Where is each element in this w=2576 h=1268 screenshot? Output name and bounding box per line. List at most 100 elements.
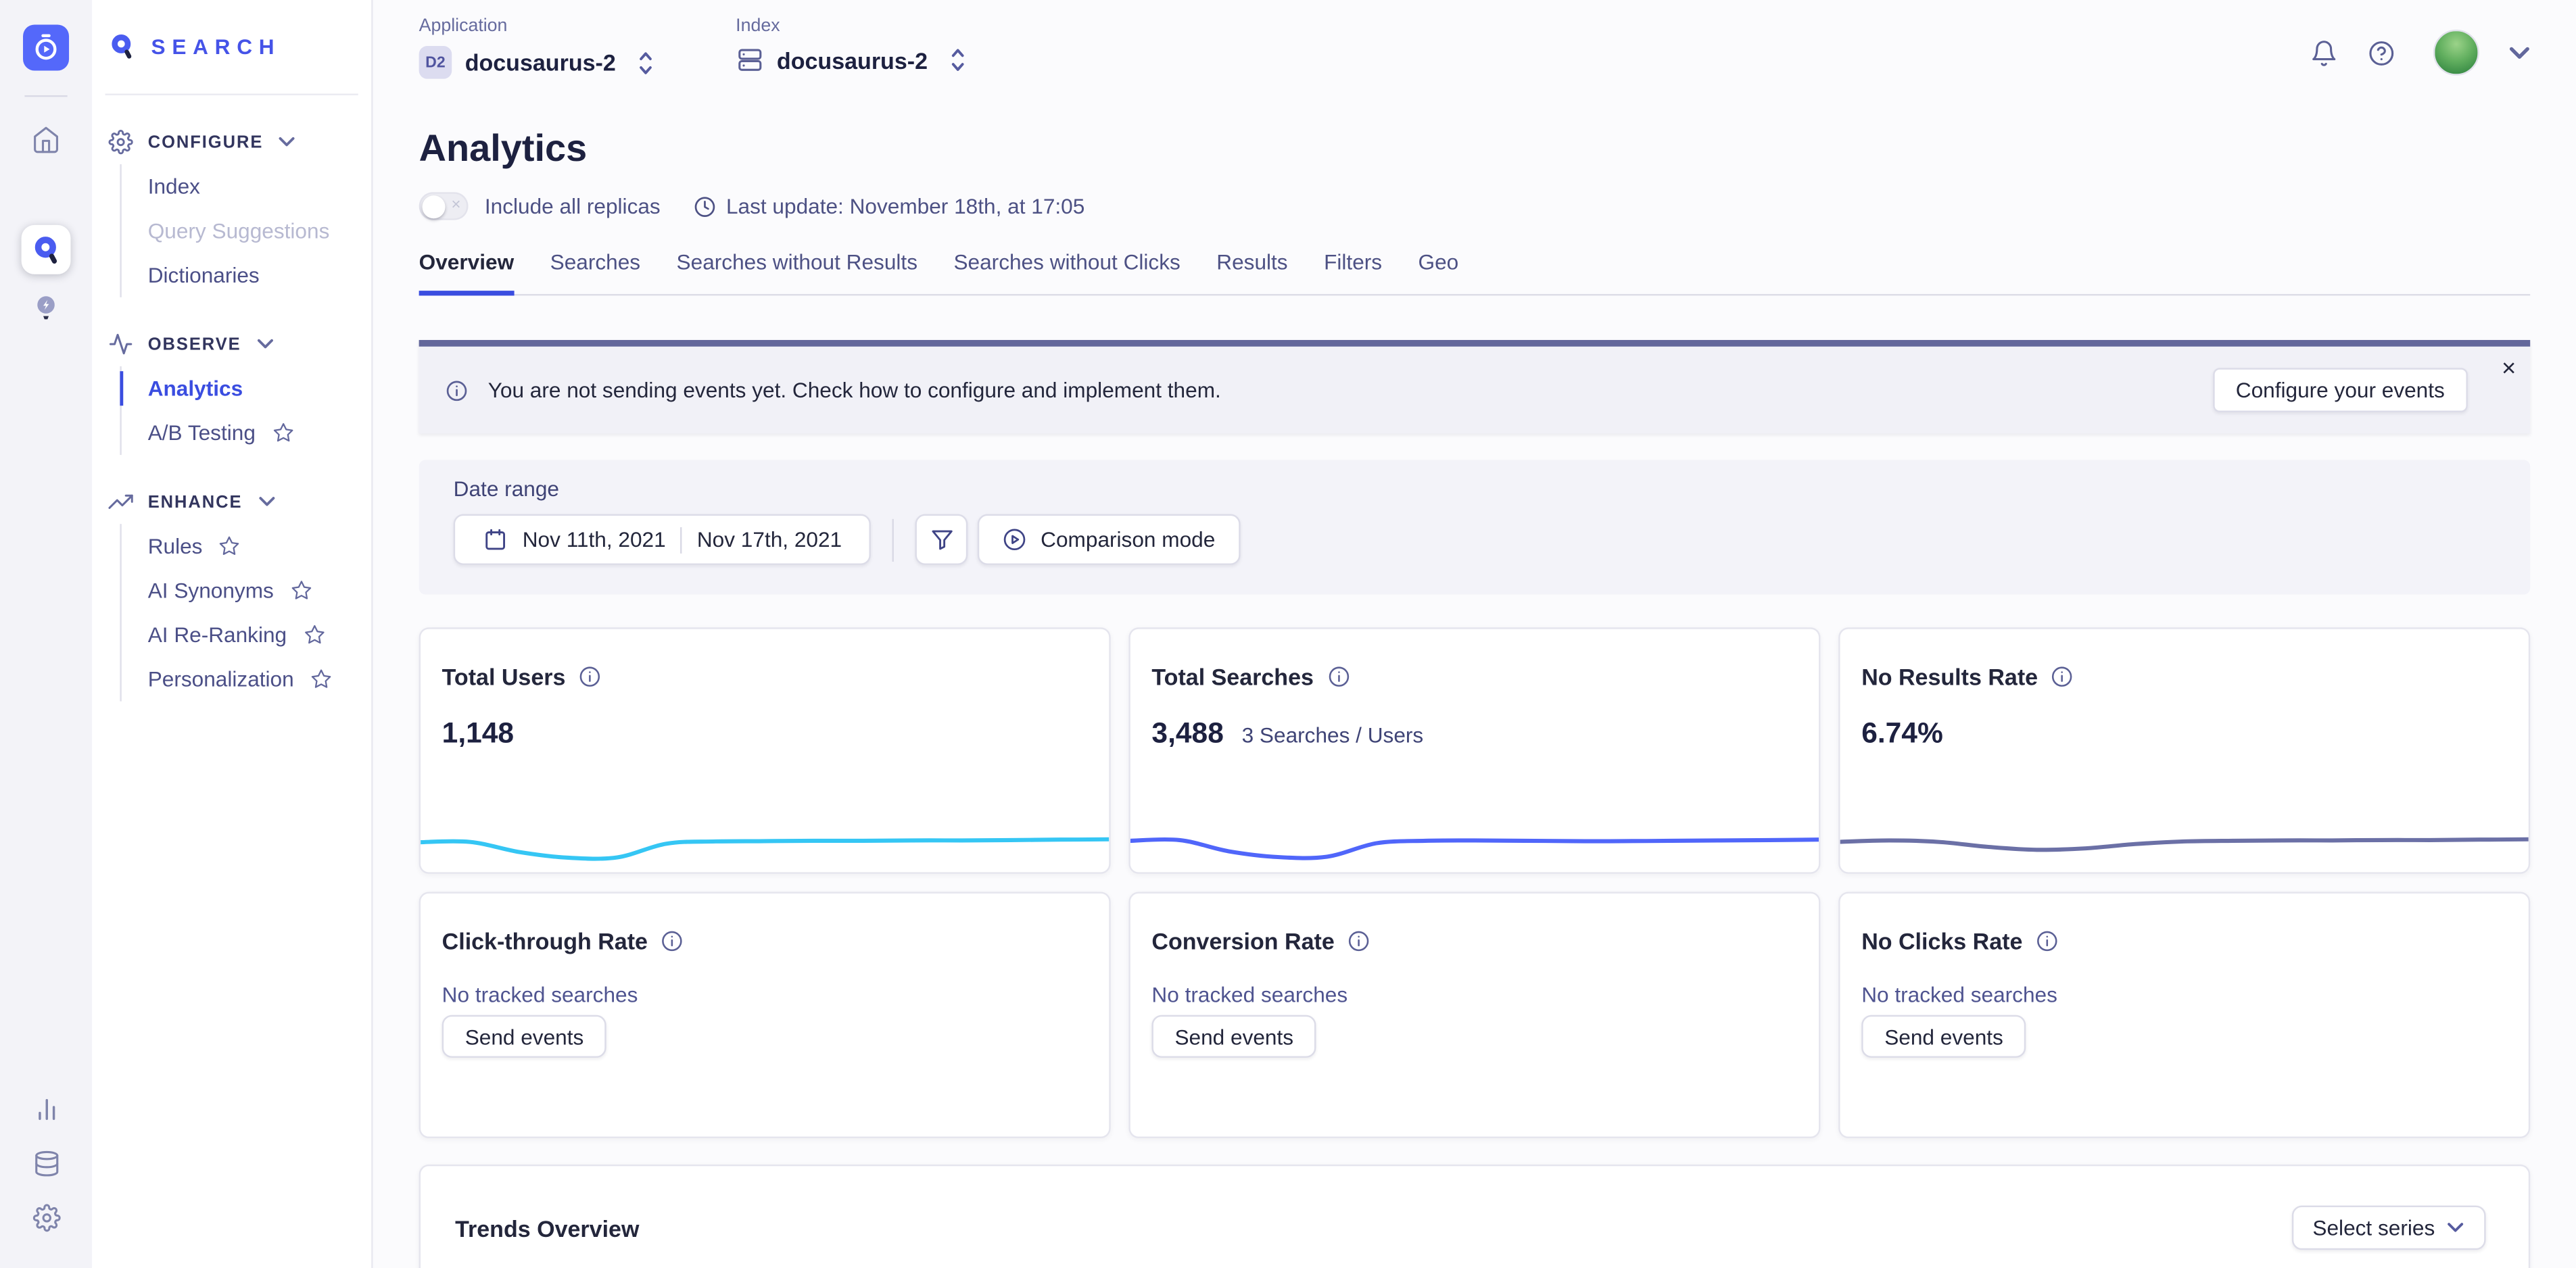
metric-value: 6.74% xyxy=(1861,716,1943,750)
main-content: Application D2 docusaurus-2 Index docusa… xyxy=(373,0,2576,1268)
bar-chart-icon xyxy=(32,1096,59,1123)
algolia-app-tile[interactable] xyxy=(23,24,70,71)
tab-geo[interactable]: Geo xyxy=(1418,249,1459,274)
logo-magnifier-icon xyxy=(108,33,136,61)
total-users-sparkline xyxy=(421,837,1110,861)
no-results-rate-sparkline xyxy=(1840,837,2529,852)
metric-value: 3,488 xyxy=(1151,716,1224,750)
nav-section-label: ENHANCE xyxy=(147,491,243,512)
star-icon[interactable] xyxy=(272,422,293,444)
card-title: Conversion Rate xyxy=(1151,927,1335,954)
nav-items-enhance: Rules AI Synonyms AI Re-Ranking Personal… xyxy=(120,524,358,702)
home-button[interactable] xyxy=(31,125,61,155)
index-label: Index xyxy=(736,16,780,36)
info-icon[interactable] xyxy=(2036,929,2059,952)
chevron-down-icon xyxy=(256,339,275,350)
tab-searches[interactable]: Searches xyxy=(550,249,641,274)
index-value: docusaurus-2 xyxy=(776,47,928,74)
application-selector[interactable]: D2 docusaurus-2 xyxy=(419,46,654,79)
recommend-product-button[interactable] xyxy=(31,293,61,324)
include-replicas-toggle[interactable]: × xyxy=(419,192,469,220)
banner-close-icon[interactable]: × xyxy=(2501,354,2517,383)
user-avatar[interactable] xyxy=(2433,29,2479,76)
sort-chevrons-icon xyxy=(637,49,653,76)
sidebar-item-index[interactable]: Index xyxy=(148,164,358,209)
info-icon[interactable] xyxy=(1327,665,1350,688)
sidebar-item-ai-synonyms[interactable]: AI Synonyms xyxy=(148,568,358,613)
page-meta-row: × Include all replicas Last update: Nove… xyxy=(419,192,2531,220)
select-series-label: Select series xyxy=(2312,1215,2435,1240)
date-range-picker[interactable]: Nov 11th, 2021 Nov 17th, 2021 xyxy=(453,514,872,565)
search-product-button[interactable] xyxy=(21,224,71,274)
event-cards-row: Click-through Rate No tracked searches S… xyxy=(419,892,2531,1138)
sidebar-item-rules[interactable]: Rules xyxy=(148,524,358,568)
sidebar-item-label: AI Re-Ranking xyxy=(147,622,287,648)
metric-value: 1,148 xyxy=(442,716,515,750)
start-date: Nov 11th, 2021 xyxy=(522,527,666,552)
play-circle-icon xyxy=(1003,527,1027,552)
application-value: docusaurus-2 xyxy=(464,49,616,76)
info-icon[interactable] xyxy=(2051,665,2074,688)
tab-overview[interactable]: Overview xyxy=(419,249,514,296)
search-logo[interactable]: SEARCH xyxy=(105,0,358,95)
index-selector[interactable]: docusaurus-2 xyxy=(736,46,965,74)
nav-section-configure-header[interactable]: CONFIGURE xyxy=(105,130,358,155)
tab-searches-without-clicks[interactable]: Searches without Clicks xyxy=(953,249,1180,274)
metric-subtitle: 3 Searches / Users xyxy=(1241,723,1424,748)
sidebar: SEARCH CONFIGURE Index Query Suggestions xyxy=(92,0,373,1268)
info-icon[interactable] xyxy=(579,665,602,688)
last-update-text: Last update: November 18th, at 17:05 xyxy=(725,193,1085,219)
date-range-label: Date range xyxy=(453,476,559,502)
tab-bar: Overview Searches Searches without Resul… xyxy=(419,249,2531,296)
sidebar-item-analytics[interactable]: Analytics xyxy=(120,366,358,411)
sort-chevrons-icon xyxy=(949,46,965,74)
sidebar-item-ai-re-ranking[interactable]: AI Re-Ranking xyxy=(148,612,358,657)
nav-section-enhance-header[interactable]: ENHANCE xyxy=(105,489,358,514)
send-events-button[interactable]: Send events xyxy=(1861,1015,2026,1058)
topbar-actions xyxy=(2310,16,2531,76)
monitoring-button[interactable] xyxy=(32,1096,59,1123)
sidebar-item-ab-testing[interactable]: A/B Testing xyxy=(148,411,358,456)
rail-bottom-group xyxy=(32,1096,60,1232)
total-users-card: Total Users 1,148 xyxy=(419,627,1111,874)
send-events-button[interactable]: Send events xyxy=(442,1015,607,1058)
controls-divider xyxy=(892,518,895,561)
chevron-down-icon xyxy=(257,496,275,508)
select-series-button[interactable]: Select series xyxy=(2291,1205,2486,1250)
nav-section-label: CONFIGURE xyxy=(147,132,264,152)
send-events-button[interactable]: Send events xyxy=(1151,1015,1317,1058)
star-icon[interactable] xyxy=(219,535,241,557)
help-icon[interactable] xyxy=(2368,39,2395,66)
sidebar-item-personalization[interactable]: Personalization xyxy=(148,657,358,702)
lightbulb-flash-icon xyxy=(31,293,61,324)
product-rail xyxy=(0,0,93,1268)
filter-button[interactable] xyxy=(915,514,969,565)
sidebar-item-label: Dictionaries xyxy=(147,262,260,288)
tab-searches-without-results[interactable]: Searches without Results xyxy=(676,249,918,274)
notifications-bell-icon[interactable] xyxy=(2310,39,2338,66)
card-title: Total Searches xyxy=(1151,663,1314,690)
conversion-rate-card: Conversion Rate No tracked searches Send… xyxy=(1128,892,1821,1138)
settings-button[interactable] xyxy=(32,1204,60,1232)
configure-events-button[interactable]: Configure your events xyxy=(2212,368,2468,412)
tab-results[interactable]: Results xyxy=(1216,249,1288,274)
data-sources-button[interactable] xyxy=(32,1150,59,1177)
sidebar-item-dictionaries[interactable]: Dictionaries xyxy=(148,253,358,297)
application-badge: D2 xyxy=(419,46,452,79)
info-icon[interactable] xyxy=(1347,929,1370,952)
comparison-mode-button[interactable]: Comparison mode xyxy=(978,514,1240,565)
no-results-rate-card: No Results Rate 6.74% xyxy=(1838,627,2531,874)
tab-filters[interactable]: Filters xyxy=(1324,249,1383,274)
comparison-mode-label: Comparison mode xyxy=(1041,527,1216,552)
account-chevron-down-icon[interactable] xyxy=(2509,45,2531,60)
sidebar-item-label: Personalization xyxy=(147,666,294,692)
nav-section-observe-header[interactable]: OBSERVE xyxy=(105,332,358,356)
star-icon[interactable] xyxy=(290,580,312,602)
toggle-knob xyxy=(421,194,445,218)
info-icon[interactable] xyxy=(661,929,684,952)
sidebar-item-query-suggestions[interactable]: Query Suggestions xyxy=(148,209,358,253)
star-icon[interactable] xyxy=(310,668,332,690)
star-icon[interactable] xyxy=(303,624,325,645)
page-title: Analytics xyxy=(419,126,588,170)
